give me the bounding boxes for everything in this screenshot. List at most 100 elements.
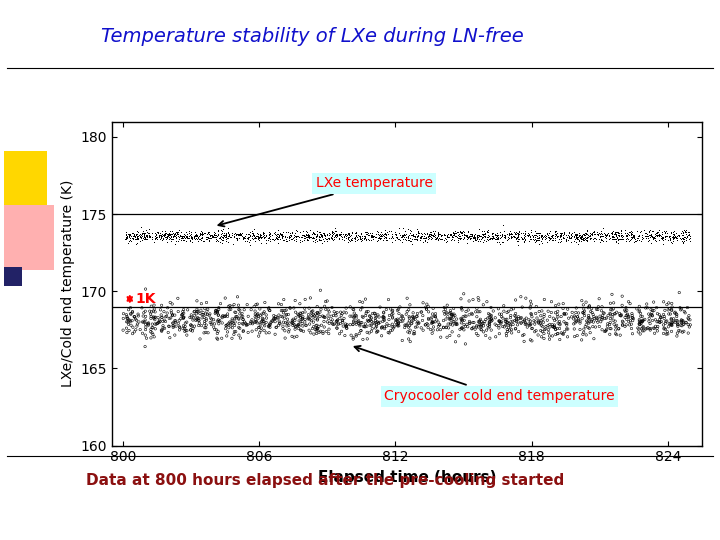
Point — [359, 322, 370, 331]
Point — [482, 323, 494, 332]
Point — [652, 324, 663, 333]
Point — [493, 316, 505, 325]
Point — [654, 318, 665, 327]
Point — [523, 321, 535, 329]
Point — [349, 311, 361, 320]
Text: LXe temperature: LXe temperature — [218, 176, 433, 226]
Point — [543, 328, 554, 337]
Point — [351, 332, 362, 340]
Point — [305, 328, 317, 337]
Point — [257, 316, 269, 325]
Point — [363, 316, 374, 325]
Point — [287, 332, 298, 341]
Point — [170, 316, 181, 325]
Point — [323, 308, 335, 316]
Point — [404, 301, 415, 309]
Point — [277, 325, 289, 333]
Point — [531, 314, 543, 322]
Point — [372, 318, 383, 326]
Point — [477, 319, 488, 328]
Point — [366, 309, 378, 318]
Point — [284, 326, 295, 334]
Point — [604, 320, 616, 329]
Point — [226, 315, 238, 323]
Point — [609, 309, 621, 318]
Point — [457, 312, 469, 321]
Point — [192, 315, 203, 324]
Point — [548, 323, 559, 332]
Point — [145, 312, 157, 321]
Point — [551, 315, 562, 323]
Point — [169, 311, 181, 320]
Point — [394, 302, 405, 311]
Point — [513, 318, 524, 326]
Point — [440, 305, 451, 314]
Point — [412, 309, 423, 318]
Point — [300, 315, 311, 324]
Point — [544, 335, 555, 343]
Point — [494, 316, 505, 325]
Point — [146, 328, 158, 337]
Point — [458, 326, 469, 334]
Point — [683, 312, 695, 320]
Point — [264, 328, 275, 337]
Text: Temperature stability of LXe during LN-free: Temperature stability of LXe during LN-f… — [101, 27, 523, 46]
Point — [179, 324, 190, 333]
Point — [450, 320, 462, 329]
Point — [294, 313, 306, 322]
Point — [476, 326, 487, 334]
Point — [547, 322, 559, 331]
Point — [384, 311, 395, 320]
Point — [404, 316, 415, 325]
Point — [493, 317, 505, 326]
Point — [348, 316, 359, 325]
Point — [515, 292, 526, 301]
Point — [426, 313, 438, 321]
Point — [312, 316, 323, 325]
Point — [619, 306, 631, 315]
Point — [665, 320, 677, 328]
Point — [370, 318, 382, 327]
Point — [596, 315, 608, 324]
Point — [195, 306, 207, 315]
Point — [180, 326, 192, 335]
Point — [118, 309, 130, 318]
Point — [172, 294, 184, 302]
Point — [360, 295, 372, 303]
Point — [293, 320, 305, 329]
Point — [575, 325, 586, 334]
Point — [392, 319, 404, 328]
Point — [423, 307, 434, 316]
Point — [178, 313, 189, 321]
Point — [596, 313, 608, 322]
Point — [191, 315, 202, 323]
Point — [634, 319, 645, 327]
Point — [662, 327, 673, 336]
Point — [438, 323, 449, 332]
Point — [178, 313, 189, 321]
Point — [126, 316, 138, 325]
Point — [485, 303, 497, 312]
Point — [649, 324, 660, 333]
Point — [256, 310, 268, 319]
Point — [497, 322, 508, 331]
Point — [153, 313, 164, 322]
Point — [181, 318, 192, 327]
Point — [210, 308, 222, 316]
Point — [606, 306, 618, 314]
Point — [569, 325, 580, 333]
Point — [166, 309, 177, 318]
Point — [256, 323, 267, 332]
Point — [356, 303, 368, 312]
Point — [576, 335, 588, 344]
Point — [355, 318, 366, 327]
Point — [550, 330, 562, 339]
Point — [484, 310, 495, 319]
Point — [186, 327, 198, 335]
Point — [591, 314, 603, 322]
Point — [477, 322, 489, 330]
Point — [306, 311, 318, 320]
Point — [364, 312, 375, 320]
Point — [187, 324, 199, 333]
Point — [444, 320, 456, 328]
